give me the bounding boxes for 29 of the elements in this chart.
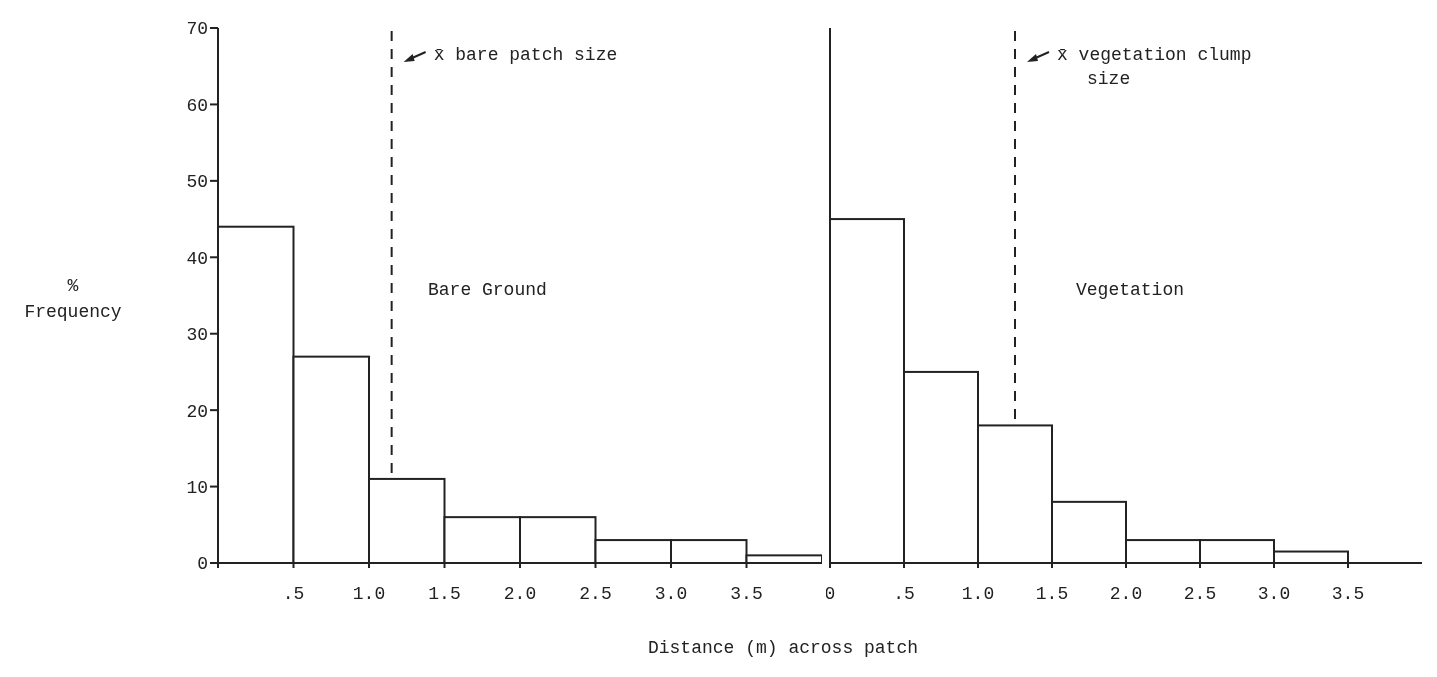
x-tick-label: 1.5 [1035, 583, 1069, 604]
x-tick-label: .5 [282, 583, 305, 604]
annotation: Vegetation [1076, 280, 1185, 300]
x-tick-label: 2.5 [1183, 583, 1217, 604]
annotation: Bare Ground [428, 280, 547, 300]
y-tick-label: 30 [186, 325, 208, 346]
y-tick-label: 10 [186, 477, 208, 498]
x-tick-label: 3.0 [654, 583, 688, 604]
x-tick-label: .5 [893, 583, 915, 604]
x-tick-label: 3.0 [1257, 583, 1291, 604]
ref-line-label: x̄ vegetation clump size [1057, 45, 1252, 89]
y-tick-label: 0 [197, 554, 208, 575]
y-tick-label: 70 [186, 19, 208, 40]
x-tick-label: 2.0 [1109, 583, 1143, 604]
x-tick-label: 2.5 [579, 583, 612, 604]
y-tick-label: 60 [186, 95, 208, 116]
x-tick-label: 1.0 [352, 583, 386, 604]
x-tick-label: 3.5 [730, 583, 763, 604]
y-tick-label: 20 [186, 401, 208, 422]
x-tick-label: 0 [824, 583, 836, 604]
x-tick-label: 1.0 [961, 583, 995, 604]
y-axis-title: % Frequency [23, 275, 123, 324]
y-tick-label: 40 [186, 248, 208, 269]
x-tick-label: 2.0 [503, 583, 537, 604]
x-axis-title: Distance (m) across patch [646, 638, 919, 658]
ref-line-label: x̄ bare patch size [433, 45, 618, 65]
x-tick-label: 1.5 [428, 583, 461, 604]
x-tick-label: 3.5 [1331, 583, 1365, 604]
y-tick-label: 50 [186, 172, 208, 193]
